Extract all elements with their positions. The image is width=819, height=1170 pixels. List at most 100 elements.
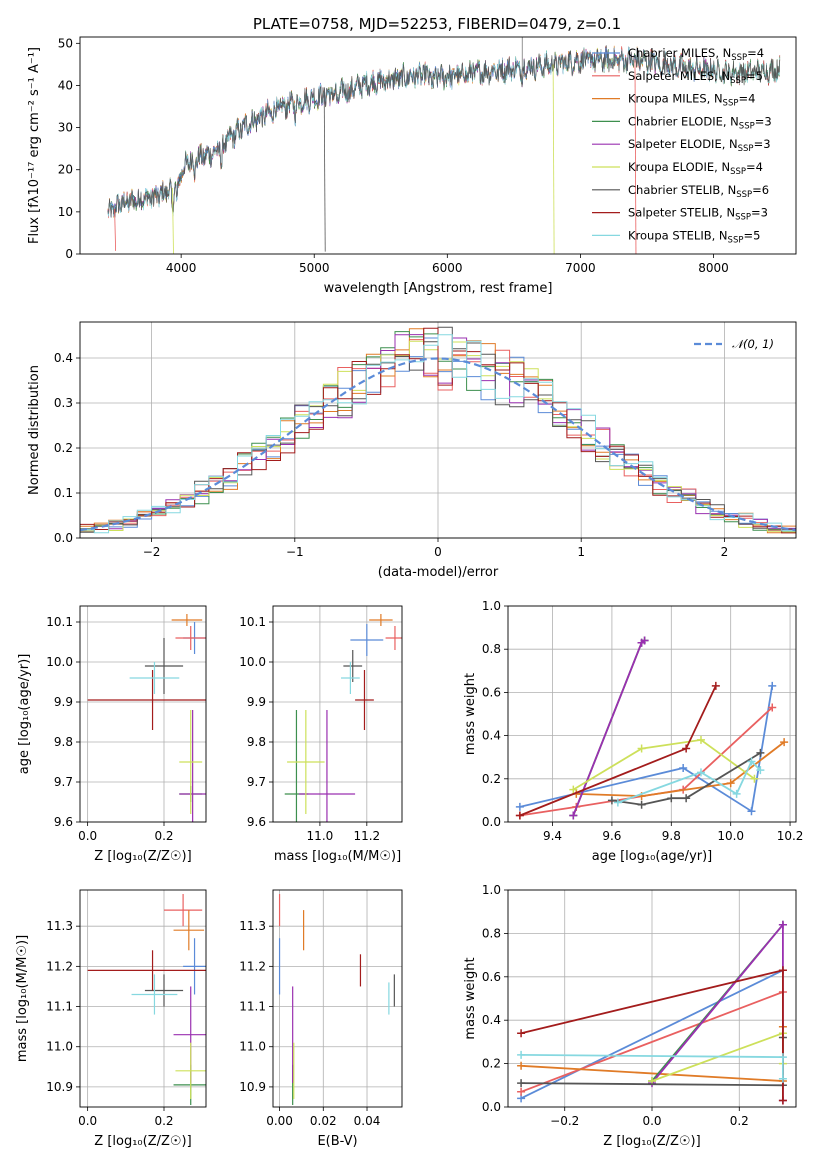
y-tick-label: 9.6 bbox=[54, 815, 73, 829]
y-tick-label: 10.9 bbox=[239, 1080, 266, 1094]
x-axis-label: Z [log₁₀(Z/Z☉)] bbox=[94, 1134, 191, 1149]
spectrum-feature bbox=[172, 187, 174, 254]
y-axis-label: mass weight bbox=[463, 673, 478, 755]
y-tick-label: 20 bbox=[58, 163, 73, 177]
x-tick-label: 0.0 bbox=[78, 829, 97, 843]
weight-marker bbox=[778, 1096, 787, 1105]
y-tick-label: 9.6 bbox=[247, 815, 266, 829]
gaussian-curve bbox=[80, 357, 796, 532]
y-tick-label: 1.0 bbox=[482, 883, 501, 897]
weight-marker bbox=[726, 779, 735, 788]
legend-label: Chabrier MILES, NSSP=4 bbox=[628, 46, 764, 63]
weight-line-chabrier-miles bbox=[520, 969, 784, 1100]
legend-label: Chabrier STELIB, NSSP=6 bbox=[628, 183, 769, 200]
y-tick-label: 0.3 bbox=[54, 396, 73, 410]
weight-marker bbox=[778, 1053, 787, 1062]
y-tick-label: 0.8 bbox=[482, 926, 501, 940]
y-tick-label: 0.1 bbox=[54, 486, 73, 500]
y-axis-label: age [log₁₀(age/yr)] bbox=[17, 654, 32, 775]
x-tick-label: 9.6 bbox=[602, 829, 621, 843]
x-tick-label: 7000 bbox=[565, 261, 596, 275]
x-axis-label: wavelength [Angstrom, rest frame] bbox=[324, 281, 553, 296]
x-tick-label: 10.2 bbox=[777, 829, 804, 843]
spectrum-line-chabrier-stelib bbox=[107, 45, 781, 218]
x-tick-label: 0.2 bbox=[154, 1114, 173, 1128]
grid bbox=[80, 606, 206, 823]
y-tick-label: 0.2 bbox=[54, 441, 73, 455]
axes-frame bbox=[79, 889, 207, 1108]
weight-marker bbox=[640, 636, 649, 645]
weight-marker bbox=[607, 796, 616, 805]
weight-marker bbox=[750, 774, 759, 783]
x-tick-label: 4000 bbox=[166, 261, 197, 275]
legend-label: Kroupa ELODIE, NSSP=4 bbox=[628, 160, 763, 177]
axes-frame bbox=[507, 889, 797, 1108]
spectrum-feature bbox=[432, 75, 435, 89]
axes-frame bbox=[79, 605, 207, 823]
y-tick-label: 9.8 bbox=[54, 735, 73, 749]
y-tick-label: 40 bbox=[58, 78, 73, 92]
weight-marker bbox=[711, 681, 720, 690]
weight-marker bbox=[696, 768, 705, 777]
y-tick-label: 9.7 bbox=[54, 775, 73, 789]
y-tick-label: 10.9 bbox=[46, 1080, 73, 1094]
y-tick-label: 9.9 bbox=[247, 695, 266, 709]
x-tick-label: 11.0 bbox=[307, 829, 334, 843]
histogram-kroupa-stelib bbox=[80, 334, 796, 534]
grid bbox=[508, 889, 796, 1108]
y-axis-label: mass [log₁₀(M/M☉)] bbox=[15, 935, 30, 1062]
y-tick-label: 9.9 bbox=[54, 695, 73, 709]
weight-marker bbox=[778, 920, 787, 929]
weight-marker bbox=[515, 811, 524, 820]
legend-label: 𝒩(0, 1) bbox=[732, 337, 774, 351]
y-tick-label: 9.7 bbox=[247, 775, 266, 789]
weight-marker bbox=[682, 794, 691, 803]
weight-marker bbox=[637, 744, 646, 753]
weight-marker bbox=[613, 798, 622, 807]
weight-line-kroupa-elodie bbox=[572, 738, 755, 791]
x-tick-label: 8000 bbox=[698, 261, 729, 275]
legend-label: Salpeter MILES, NSSP=5 bbox=[628, 69, 763, 86]
grid bbox=[273, 890, 402, 1107]
y-tick-label: 0.6 bbox=[482, 970, 501, 984]
weight-marker bbox=[780, 738, 789, 747]
y-tick-label: 11.1 bbox=[239, 1000, 266, 1014]
grid bbox=[80, 890, 206, 1107]
legend-label: Kroupa MILES, NSSP=4 bbox=[628, 92, 755, 109]
chart-weight_vs_Z: −0.2 0.0 0.2 0.0 0.2 0.4 0.6 0.8 1.0 Z [log₁₀(Z/Z… bbox=[463, 883, 797, 1149]
x-tick-label: 0.2 bbox=[154, 829, 173, 843]
chart-mass_vs_Z: 0.0 0.2 10.9 11.0 11.1 11.2 11.3 Z [log₁₀(Z/Z☉)… bbox=[15, 889, 207, 1149]
x-tick-label: 0.2 bbox=[730, 1114, 749, 1128]
y-tick-label: 0.0 bbox=[54, 531, 73, 545]
chart-spectrum: 4000 5000 6000 7000 8000 0 10 20 30 40 50 wavelengt… bbox=[27, 36, 797, 296]
x-axis-label: mass [log₁₀(M/M☉)] bbox=[274, 849, 401, 864]
axes-frame bbox=[272, 605, 403, 823]
weight-line-salpeter-miles bbox=[520, 991, 784, 1093]
x-tick-label: 0.0 bbox=[642, 1114, 661, 1128]
y-axis-label: Flux [fλ10⁻¹⁷ erg cm⁻² s⁻¹ A⁻¹] bbox=[27, 47, 42, 244]
x-tick-label: −2 bbox=[143, 545, 161, 559]
weight-marker bbox=[667, 794, 676, 803]
axes-frame bbox=[507, 605, 797, 823]
weight-marker bbox=[756, 748, 765, 757]
plot-area bbox=[515, 636, 789, 820]
spectrum-feature bbox=[521, 67, 524, 77]
y-tick-label: 0.8 bbox=[482, 642, 501, 656]
spectrum-feature bbox=[552, 64, 555, 254]
legend-label: Salpeter ELODIE, NSSP=3 bbox=[628, 137, 771, 154]
weight-marker bbox=[778, 966, 787, 975]
weight-marker bbox=[517, 1087, 526, 1096]
y-tick-label: 9.8 bbox=[247, 735, 266, 749]
weight-marker bbox=[768, 703, 777, 712]
weight-marker bbox=[747, 807, 756, 816]
y-tick-label: 0.4 bbox=[482, 729, 501, 743]
chart-weight_vs_age: 9.4 9.6 9.8 10.0 10.2 0.0 0.2 0.4 0.6 0.8 1.0 age [… bbox=[463, 599, 803, 864]
plot-area bbox=[517, 920, 787, 1105]
x-axis-label: Z [log₁₀(Z/Z☉)] bbox=[603, 1134, 700, 1149]
y-tick-label: 0.6 bbox=[482, 685, 501, 699]
x-tick-label: 6000 bbox=[432, 261, 463, 275]
weight-marker bbox=[569, 811, 578, 820]
weight-marker bbox=[517, 1029, 526, 1038]
y-tick-label: 11.1 bbox=[46, 1000, 73, 1014]
x-tick-label: 9.8 bbox=[662, 829, 681, 843]
